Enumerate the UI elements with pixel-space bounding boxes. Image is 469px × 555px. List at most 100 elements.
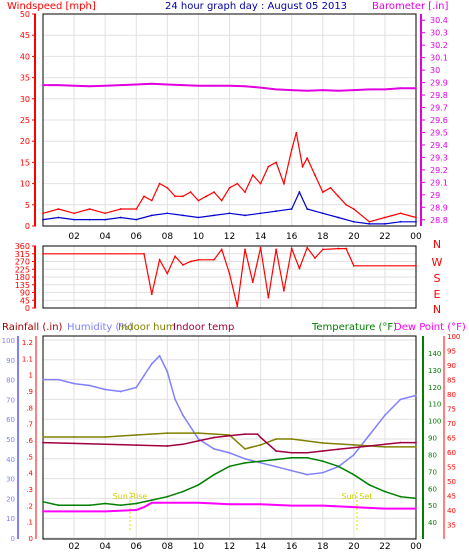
- indoor-temperature-series-point-21: [415, 441, 417, 444]
- barometer-series-point-23: [399, 87, 402, 90]
- wind-gust-series: [42, 132, 417, 223]
- wind-x-tick-5: 12: [224, 232, 235, 242]
- barometer-tick-4: 29.2: [430, 166, 448, 175]
- windspeed-tick-1: 5: [25, 201, 30, 210]
- wind-gust-series-point-30: [314, 174, 316, 177]
- wind-speed-series-point-16: [290, 208, 293, 210]
- indoor-temperature-series-point-20: [399, 441, 402, 444]
- humidity-series-point-11: [174, 398, 177, 401]
- humidity-series-point-16: [244, 457, 246, 460]
- rain-tick-10: 1: [29, 372, 33, 380]
- temperature-series-point-19: [337, 465, 340, 468]
- humidity-tick-5: 50: [6, 436, 15, 444]
- wind-gust-series-point-37: [384, 216, 386, 219]
- humidity-tick-6: 60: [6, 416, 15, 424]
- indoor-humidity-series-point-9: [275, 438, 278, 440]
- barometer-tick-5: 29.3: [430, 153, 448, 162]
- barometer-tick-3: 29.1: [430, 178, 448, 187]
- windspeed-tick-4: 20: [20, 137, 30, 146]
- wind-speed-series-point-22: [368, 222, 371, 225]
- wind-gust-series-point-15: [205, 195, 208, 198]
- rain-tick-3: .3: [26, 486, 33, 494]
- barometer-series-point-1: [57, 84, 60, 86]
- wind-direction-series-point-25: [345, 247, 347, 250]
- temperature-series-point-7: [150, 499, 153, 501]
- wind-speed-series-point-10: [197, 216, 200, 219]
- humidity-series-point-13: [197, 438, 200, 440]
- barometer-tick-9: 29.7: [430, 104, 448, 113]
- humidity-series-point-12: [181, 414, 184, 417]
- humidity-series-point-25: [384, 414, 386, 417]
- barometer-tick-12: 30: [430, 66, 440, 75]
- temperature-series-point-0: [42, 500, 44, 503]
- windspeed-tick-3: 15: [20, 158, 30, 167]
- humidity-series-point-27: [415, 394, 417, 397]
- barometer-tick-7: 29.5: [430, 128, 448, 137]
- indoor-temperature-series-point-9: [244, 433, 246, 436]
- wind-speed-series-point-7: [150, 214, 153, 217]
- direction-tick-4: 180: [15, 273, 30, 282]
- indoor-temperature-series-point-10: [256, 433, 259, 436]
- dewpoint-series-point-9: [259, 503, 262, 506]
- indoor-humidity-series-point-8: [259, 444, 262, 446]
- windspeed-tick-6: 30: [20, 95, 30, 104]
- humidity-tick-3: 30: [6, 476, 15, 484]
- wind-speed-series-point-8: [166, 212, 169, 215]
- rain-tick-4: .4: [26, 470, 33, 478]
- wind-direction-series-point-20: [298, 267, 301, 270]
- wind-direction-series-point-13: [244, 248, 246, 251]
- temperature-series-point-5: [119, 504, 122, 507]
- indoor-temperature-series: [42, 433, 416, 454]
- temperature-series-point-4: [104, 502, 107, 505]
- humidity-series-point-18: [275, 465, 278, 468]
- dewpoint-series-point-6: [166, 501, 169, 504]
- humidity-series-point-6: [135, 386, 138, 389]
- indoor-humidity-series-point-5: [197, 432, 200, 434]
- temperature-series-point-24: [415, 497, 417, 500]
- dewpoint-series-point-0: [42, 510, 44, 513]
- barometer-tick-2: 29: [430, 191, 440, 200]
- rain-tick-1: .1: [26, 519, 33, 527]
- wind-gust-series-point-29: [306, 157, 309, 160]
- direction-tick-5: 225: [15, 265, 30, 274]
- temperature-series-point-1: [57, 504, 60, 507]
- direction-tick-2: 90: [20, 289, 30, 298]
- dewpoint-tick-12: 95: [447, 348, 456, 356]
- wind-gust-series-point-32: [329, 186, 332, 189]
- wind-gust-series-point-16: [213, 191, 215, 193]
- humidity-axis-label: Humidity (%): [67, 322, 133, 333]
- wind-x-tick-10: 22: [379, 232, 390, 242]
- temperature-tick-1: 50: [428, 502, 437, 510]
- wind-gust-series-point-28: [301, 165, 304, 168]
- indoor-humidity-series-point-2: [104, 436, 107, 438]
- direction-tick-7: 315: [15, 250, 30, 259]
- wind-direction-series-point-19: [290, 247, 293, 250]
- indoor-temperature-series-point-6: [197, 439, 200, 442]
- indoor-temperature-series-point-11: [259, 436, 262, 439]
- wind-direction-series-point-0: [42, 252, 44, 255]
- wind-direction-series-point-8: [197, 258, 200, 261]
- wind-gust-series-point-2: [73, 212, 75, 215]
- wind-x-tick-9: 20: [348, 232, 360, 242]
- temperature-series-point-16: [290, 456, 293, 459]
- wind-direction-series-point-4: [166, 272, 169, 275]
- windspeed-tick-5: 25: [20, 116, 30, 125]
- indoor-temperature-series-point-19: [384, 443, 386, 446]
- weather-x-tick-7: 16: [286, 542, 298, 552]
- dewpoint-tick-10: 85: [447, 377, 456, 385]
- barometer-tick-8: 29.6: [430, 116, 448, 125]
- indoor-temperature-series-point-13: [290, 451, 293, 454]
- humidity-series-point-5: [119, 390, 122, 393]
- dewpoint-tick-13: 100: [447, 333, 460, 341]
- wind-speed-series-point-6: [135, 218, 138, 221]
- wind-speed-series-point-24: [399, 220, 402, 223]
- temperature-series-point-12: [228, 465, 231, 468]
- temperature-series-point-13: [244, 461, 246, 464]
- wind-direction-series-point-24: [337, 247, 340, 250]
- humidity-series-point-10: [166, 370, 169, 373]
- wind-gust-series-point-3: [88, 208, 91, 210]
- temperature-tick-5: 90: [428, 435, 437, 443]
- rain-tick-8: .8: [26, 404, 33, 412]
- barometer-tick-16: 30.4: [430, 16, 448, 25]
- indoor-humidity-series-point-14: [415, 446, 417, 448]
